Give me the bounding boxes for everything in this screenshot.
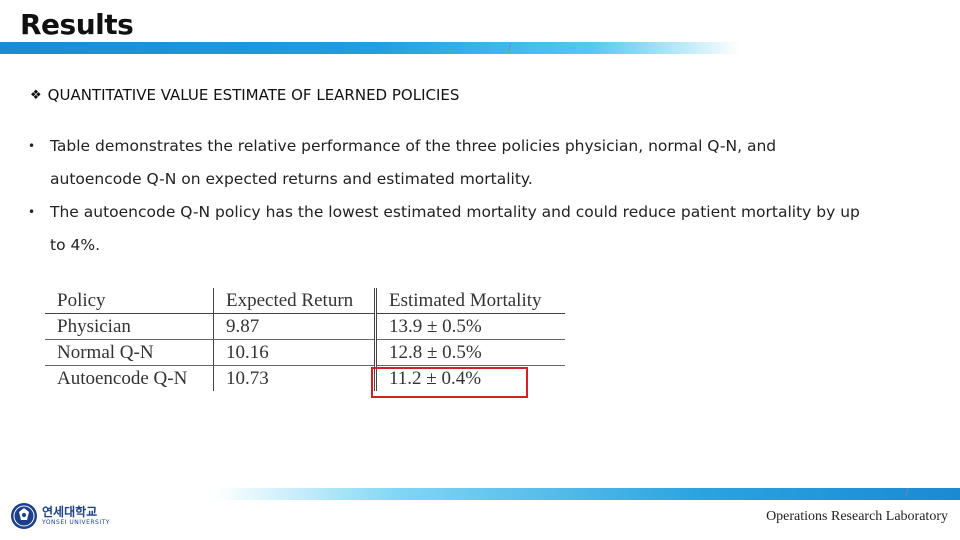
cell-expected-return: 10.16 [213, 339, 377, 366]
header-expected-return: Expected Return [213, 288, 377, 314]
cell-policy: Autoencode Q-N [45, 365, 214, 391]
table-row: Normal Q-N 10.16 12.8 ± 0.5% [45, 339, 565, 366]
cell-policy: Normal Q-N [45, 339, 214, 366]
divider-tick: / [508, 42, 512, 53]
university-logo: 연세대학교 YONSEI UNIVERSITY [10, 502, 110, 530]
header-policy: Policy [45, 288, 214, 314]
table-header-row: Policy Expected Return Estimated Mortali… [45, 288, 565, 314]
header-estimated-mortality: Estimated Mortality [375, 288, 565, 314]
cell-estimated-mortality: 12.8 ± 0.5% [375, 339, 565, 366]
bullet-text: Table demonstrates the relative performa… [50, 137, 777, 188]
cell-expected-return: 10.73 [213, 365, 377, 391]
highlight-box [371, 367, 528, 398]
cell-estimated-mortality: 11.2 ± 0.4% [389, 368, 482, 389]
title-underline-bar [0, 42, 740, 54]
footer-bar [215, 488, 960, 500]
bullet-dot-icon: • [28, 205, 36, 219]
cell-estimated-mortality: 13.9 ± 0.5% [375, 313, 565, 340]
university-seal-icon [11, 503, 37, 529]
diamond-bullet-icon: ❖ [30, 87, 42, 103]
bullet-item: • The autoencode Q-N policy has the lowe… [28, 196, 868, 262]
divider-tick: / [905, 487, 909, 498]
bullet-list: • Table demonstrates the relative perfor… [28, 130, 868, 262]
bullet-item: • Table demonstrates the relative perfor… [28, 130, 868, 196]
lab-name: Operations Research Laboratory [766, 509, 948, 524]
section-heading-text: QUANTITATIVE VALUE ESTIMATE OF LEARNED P… [47, 86, 460, 104]
university-name-kr: 연세대학교 [42, 504, 98, 519]
table-row: Autoencode Q-N 10.73 11.2 ± 0.4% [45, 365, 565, 391]
slide-title: Results [20, 8, 134, 41]
table-row: Physician 9.87 13.9 ± 0.5% [45, 313, 565, 340]
university-name-en: YONSEI UNIVERSITY [42, 518, 110, 526]
section-heading: ❖ QUANTITATIVE VALUE ESTIMATE OF LEARNED… [30, 86, 459, 104]
cell-expected-return: 9.87 [213, 313, 377, 340]
results-table: Policy Expected Return Estimated Mortali… [45, 288, 565, 391]
bullet-dot-icon: • [28, 139, 36, 153]
cell-policy: Physician [45, 313, 214, 340]
bullet-text: The autoencode Q-N policy has the lowest… [50, 203, 860, 254]
